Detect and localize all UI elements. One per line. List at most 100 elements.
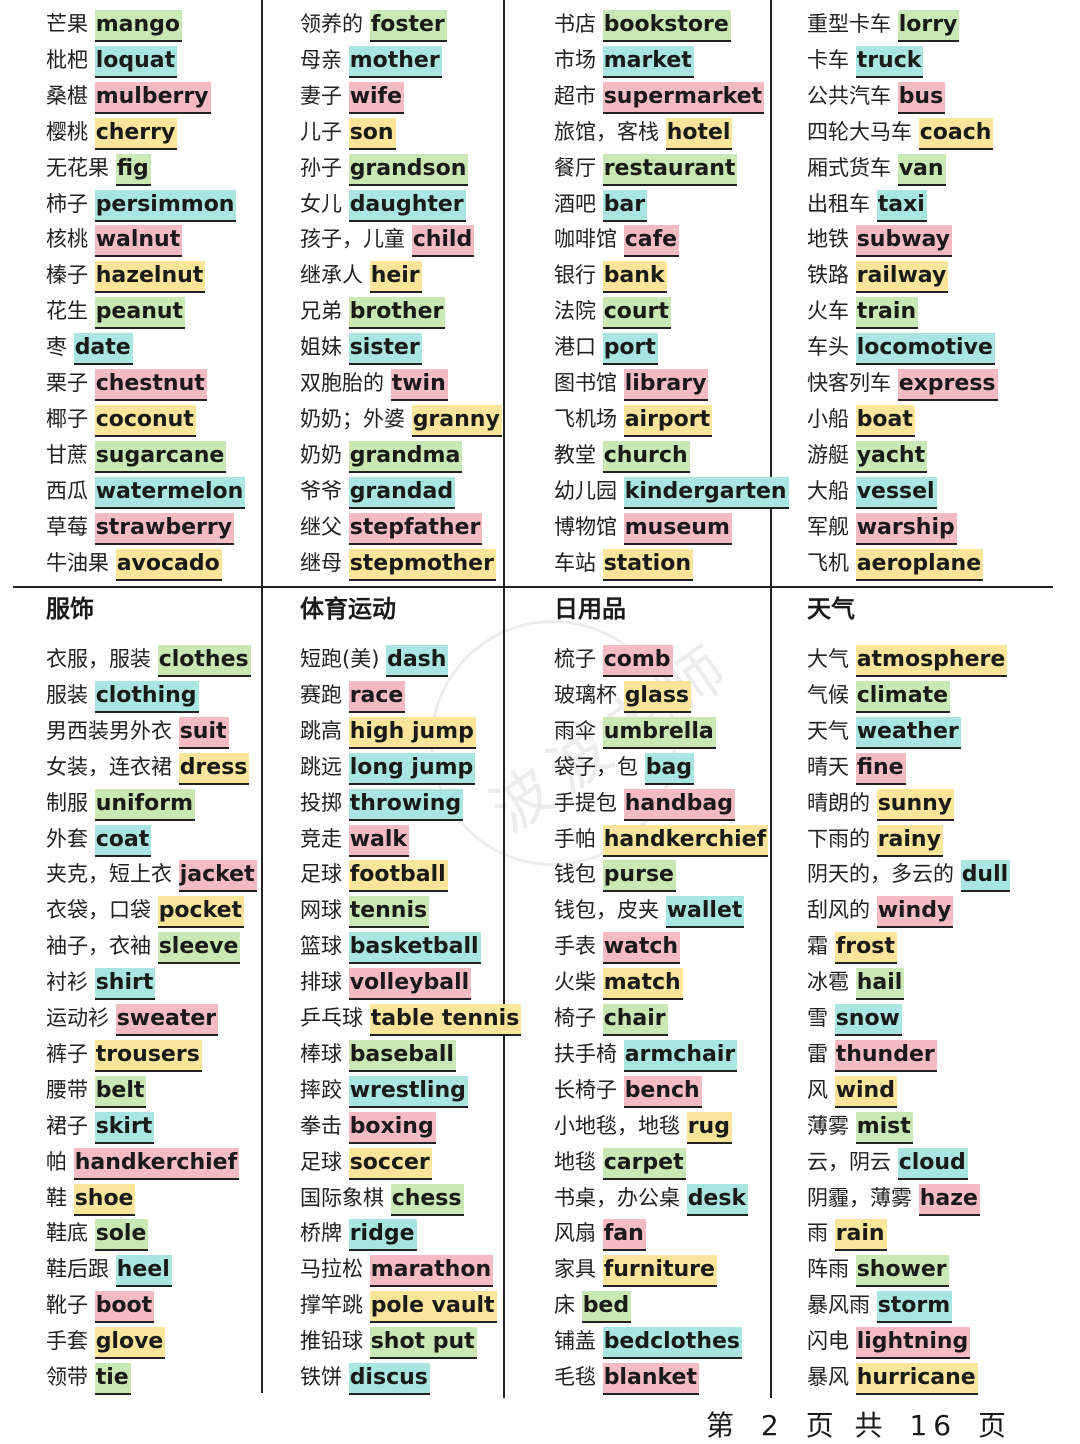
- vocab-entry: 手套 glove: [46, 1323, 166, 1360]
- vocab-entry: 篮球 basketball: [300, 928, 481, 965]
- vocab-entry: 地铁 subway: [807, 221, 953, 258]
- vocab-entry: 厢式货车 van: [807, 150, 946, 186]
- vocab-entry: 游艇 yacht: [807, 437, 928, 473]
- english-word: locomotive: [855, 333, 995, 366]
- chinese-term: 西瓜: [46, 478, 88, 503]
- chinese-term: 裤子: [46, 1041, 88, 1066]
- vocab-entry: 梳子 comb: [554, 641, 673, 677]
- heading-weather: 天气: [807, 595, 855, 623]
- chinese-term: 竞走: [300, 826, 342, 851]
- english-word: shirt: [94, 968, 156, 1001]
- english-word: storm: [876, 1291, 953, 1324]
- english-word: mulberry: [94, 81, 211, 114]
- vocab-entry: 樱桃 cherry: [46, 114, 178, 150]
- english-word: market: [602, 45, 694, 78]
- english-word: restaurant: [602, 153, 738, 186]
- chinese-term: 阵雨: [807, 1257, 849, 1282]
- chinese-term: 棒球: [300, 1041, 342, 1066]
- english-word: handbag: [623, 788, 735, 821]
- english-word: wind: [834, 1075, 897, 1108]
- vocab-entry: 薄雾 mist: [807, 1108, 913, 1144]
- chinese-term: 玻璃杯: [554, 682, 617, 707]
- chinese-term: 刮风的: [807, 898, 870, 923]
- chinese-term: 地铁: [807, 227, 849, 252]
- english-word: port: [602, 333, 658, 366]
- vocab-entry: 短跑(美) dash: [300, 641, 449, 677]
- chinese-term: 阴天的，多云的: [807, 862, 954, 887]
- english-word: table tennis: [369, 1004, 522, 1036]
- chinese-term: 四轮大马车: [807, 119, 912, 144]
- english-word: brother: [348, 297, 446, 330]
- chinese-term: 樱桃: [46, 119, 88, 144]
- english-word: walk: [348, 824, 410, 857]
- chinese-term: 双胞胎的: [300, 371, 384, 395]
- chinese-term: 乒乓球: [300, 1006, 363, 1030]
- english-word: bed: [581, 1291, 632, 1324]
- vocab-entry: 女儿 daughter: [300, 186, 466, 222]
- english-word: wrestling: [348, 1075, 468, 1108]
- english-word: carpet: [602, 1147, 686, 1180]
- vocab-entry: 柿子 persimmon: [46, 186, 237, 222]
- vocab-entry: 飞机场 airport: [554, 401, 713, 437]
- vocab-entry: 继父 stepfather: [300, 509, 483, 545]
- english-word: purse: [602, 860, 676, 893]
- vocab-entry: 咖啡馆 cafe: [554, 221, 680, 258]
- vocab-entry: 餐厅 restaurant: [554, 150, 738, 186]
- english-word: heir: [369, 261, 422, 294]
- page-footer: 第 2 页 共 16 页: [706, 1404, 1012, 1444]
- english-word: frost: [834, 932, 897, 965]
- chinese-term: 出租车: [807, 191, 870, 216]
- footer-ye2: 页: [977, 1409, 1012, 1442]
- english-word: sister: [348, 333, 422, 366]
- chinese-term: 薄雾: [807, 1113, 849, 1138]
- english-word: coconut: [94, 404, 196, 437]
- chinese-term: 云，阴云: [807, 1149, 891, 1174]
- vocab-entry: 家具 furniture: [554, 1251, 717, 1288]
- heading-clothing: 服饰: [46, 595, 94, 623]
- chinese-term: 旅馆，客栈: [554, 119, 659, 144]
- vocab-entry: 小船 boat: [807, 401, 915, 437]
- english-word: dress: [178, 752, 250, 785]
- chinese-term: 儿子: [300, 119, 342, 144]
- english-word: furniture: [602, 1255, 717, 1288]
- english-word: cherry: [94, 117, 178, 150]
- chinese-term: 外套: [46, 826, 88, 851]
- vocab-entry: 制服 uniform: [46, 785, 196, 821]
- vocab-entry: 手表 watch: [554, 928, 681, 965]
- vocab-entry: 飞机 aeroplane: [807, 545, 984, 581]
- english-word: mother: [348, 45, 442, 78]
- chinese-term: 车站: [554, 550, 596, 575]
- chinese-term: 运动衫: [46, 1006, 109, 1030]
- chinese-term: 芒果: [46, 12, 88, 36]
- chinese-term: 博物馆: [554, 514, 617, 539]
- english-word: boot: [94, 1291, 155, 1324]
- english-word: railway: [855, 261, 949, 294]
- vocab-entry: 小地毯，地毯 rug: [554, 1108, 732, 1144]
- chinese-term: 男西装男外衣: [46, 718, 172, 743]
- vocab-entry: 图书馆 library: [554, 365, 709, 401]
- chinese-term: 火柴: [554, 970, 596, 995]
- vocab-entry: 卡车 truck: [807, 42, 924, 78]
- chinese-term: 兄弟: [300, 299, 342, 324]
- vocab-entry: 晴朗的 sunny: [807, 785, 955, 821]
- vocab-entry: 服装 clothing: [46, 677, 199, 713]
- english-word: boat: [855, 404, 915, 437]
- chinese-term: 撑竿跳: [300, 1293, 363, 1318]
- english-word: stepmother: [348, 548, 496, 581]
- chinese-term: 牛油果: [46, 550, 109, 575]
- vocab-entry: 鞋 shoe: [46, 1180, 136, 1216]
- chinese-term: 榛子: [46, 263, 88, 288]
- chinese-term: 大船: [807, 478, 849, 503]
- vocab-entry: 钱包 purse: [554, 856, 676, 893]
- chinese-term: 枇杷: [46, 47, 88, 72]
- vocab-entry: 奶奶；外婆 granny: [300, 401, 502, 437]
- vocab-entry: 毛毯 blanket: [554, 1359, 699, 1395]
- vocab-entry: 阴霾，薄雾 haze: [807, 1180, 980, 1216]
- vocab-entry: 爷爷 grandad: [300, 473, 456, 509]
- english-word: strawberry: [94, 512, 235, 545]
- chinese-term: 晴天: [807, 754, 849, 779]
- english-word: glass: [623, 680, 692, 713]
- english-word: climate: [855, 680, 951, 713]
- vocab-entry: 大船 vessel: [807, 473, 937, 509]
- chinese-term: 无花果: [46, 155, 109, 180]
